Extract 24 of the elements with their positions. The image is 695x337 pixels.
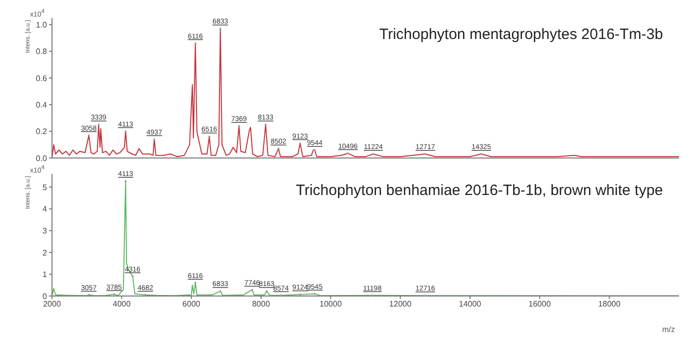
y-tick-label: 0.6 (36, 74, 48, 83)
x-axis-title: m/z (662, 325, 675, 334)
x-tick-label: 6000 (182, 300, 201, 309)
x-tick-label: 8000 (252, 300, 270, 309)
y-tick-label: 5 (42, 182, 48, 192)
x-tick-label: 2000 (43, 300, 62, 309)
x-tick-label: 10000 (320, 300, 342, 309)
y-tick-label: 0.8 (36, 47, 48, 56)
y-tick-label: 3 (42, 226, 48, 236)
x-tick-label: 16000 (528, 300, 552, 309)
x-tick-label: 12000 (389, 300, 412, 309)
y-tick-label: 1.0 (36, 20, 48, 30)
y-tick-label: 0.4 (36, 100, 48, 110)
x-tick-label: 4000 (112, 300, 132, 309)
text: Trichophyton benhamiae 2016-Tb-1b, brown white type (296, 182, 663, 199)
y-tick-label: 0.0 (36, 154, 48, 163)
y-tick-label: 0.2 (36, 127, 48, 136)
y-tick-label: 4 (42, 204, 48, 214)
y-tick-label: 2 (42, 248, 48, 258)
x-tick-label: 18000 (598, 300, 622, 309)
y-tick-label: 1 (42, 270, 48, 280)
text: Trichophyton mentagrophytes 2016-Tm-3b (379, 26, 663, 43)
y-tick-label: 0 (42, 292, 48, 301)
x-tick-label: 14000 (458, 300, 482, 309)
